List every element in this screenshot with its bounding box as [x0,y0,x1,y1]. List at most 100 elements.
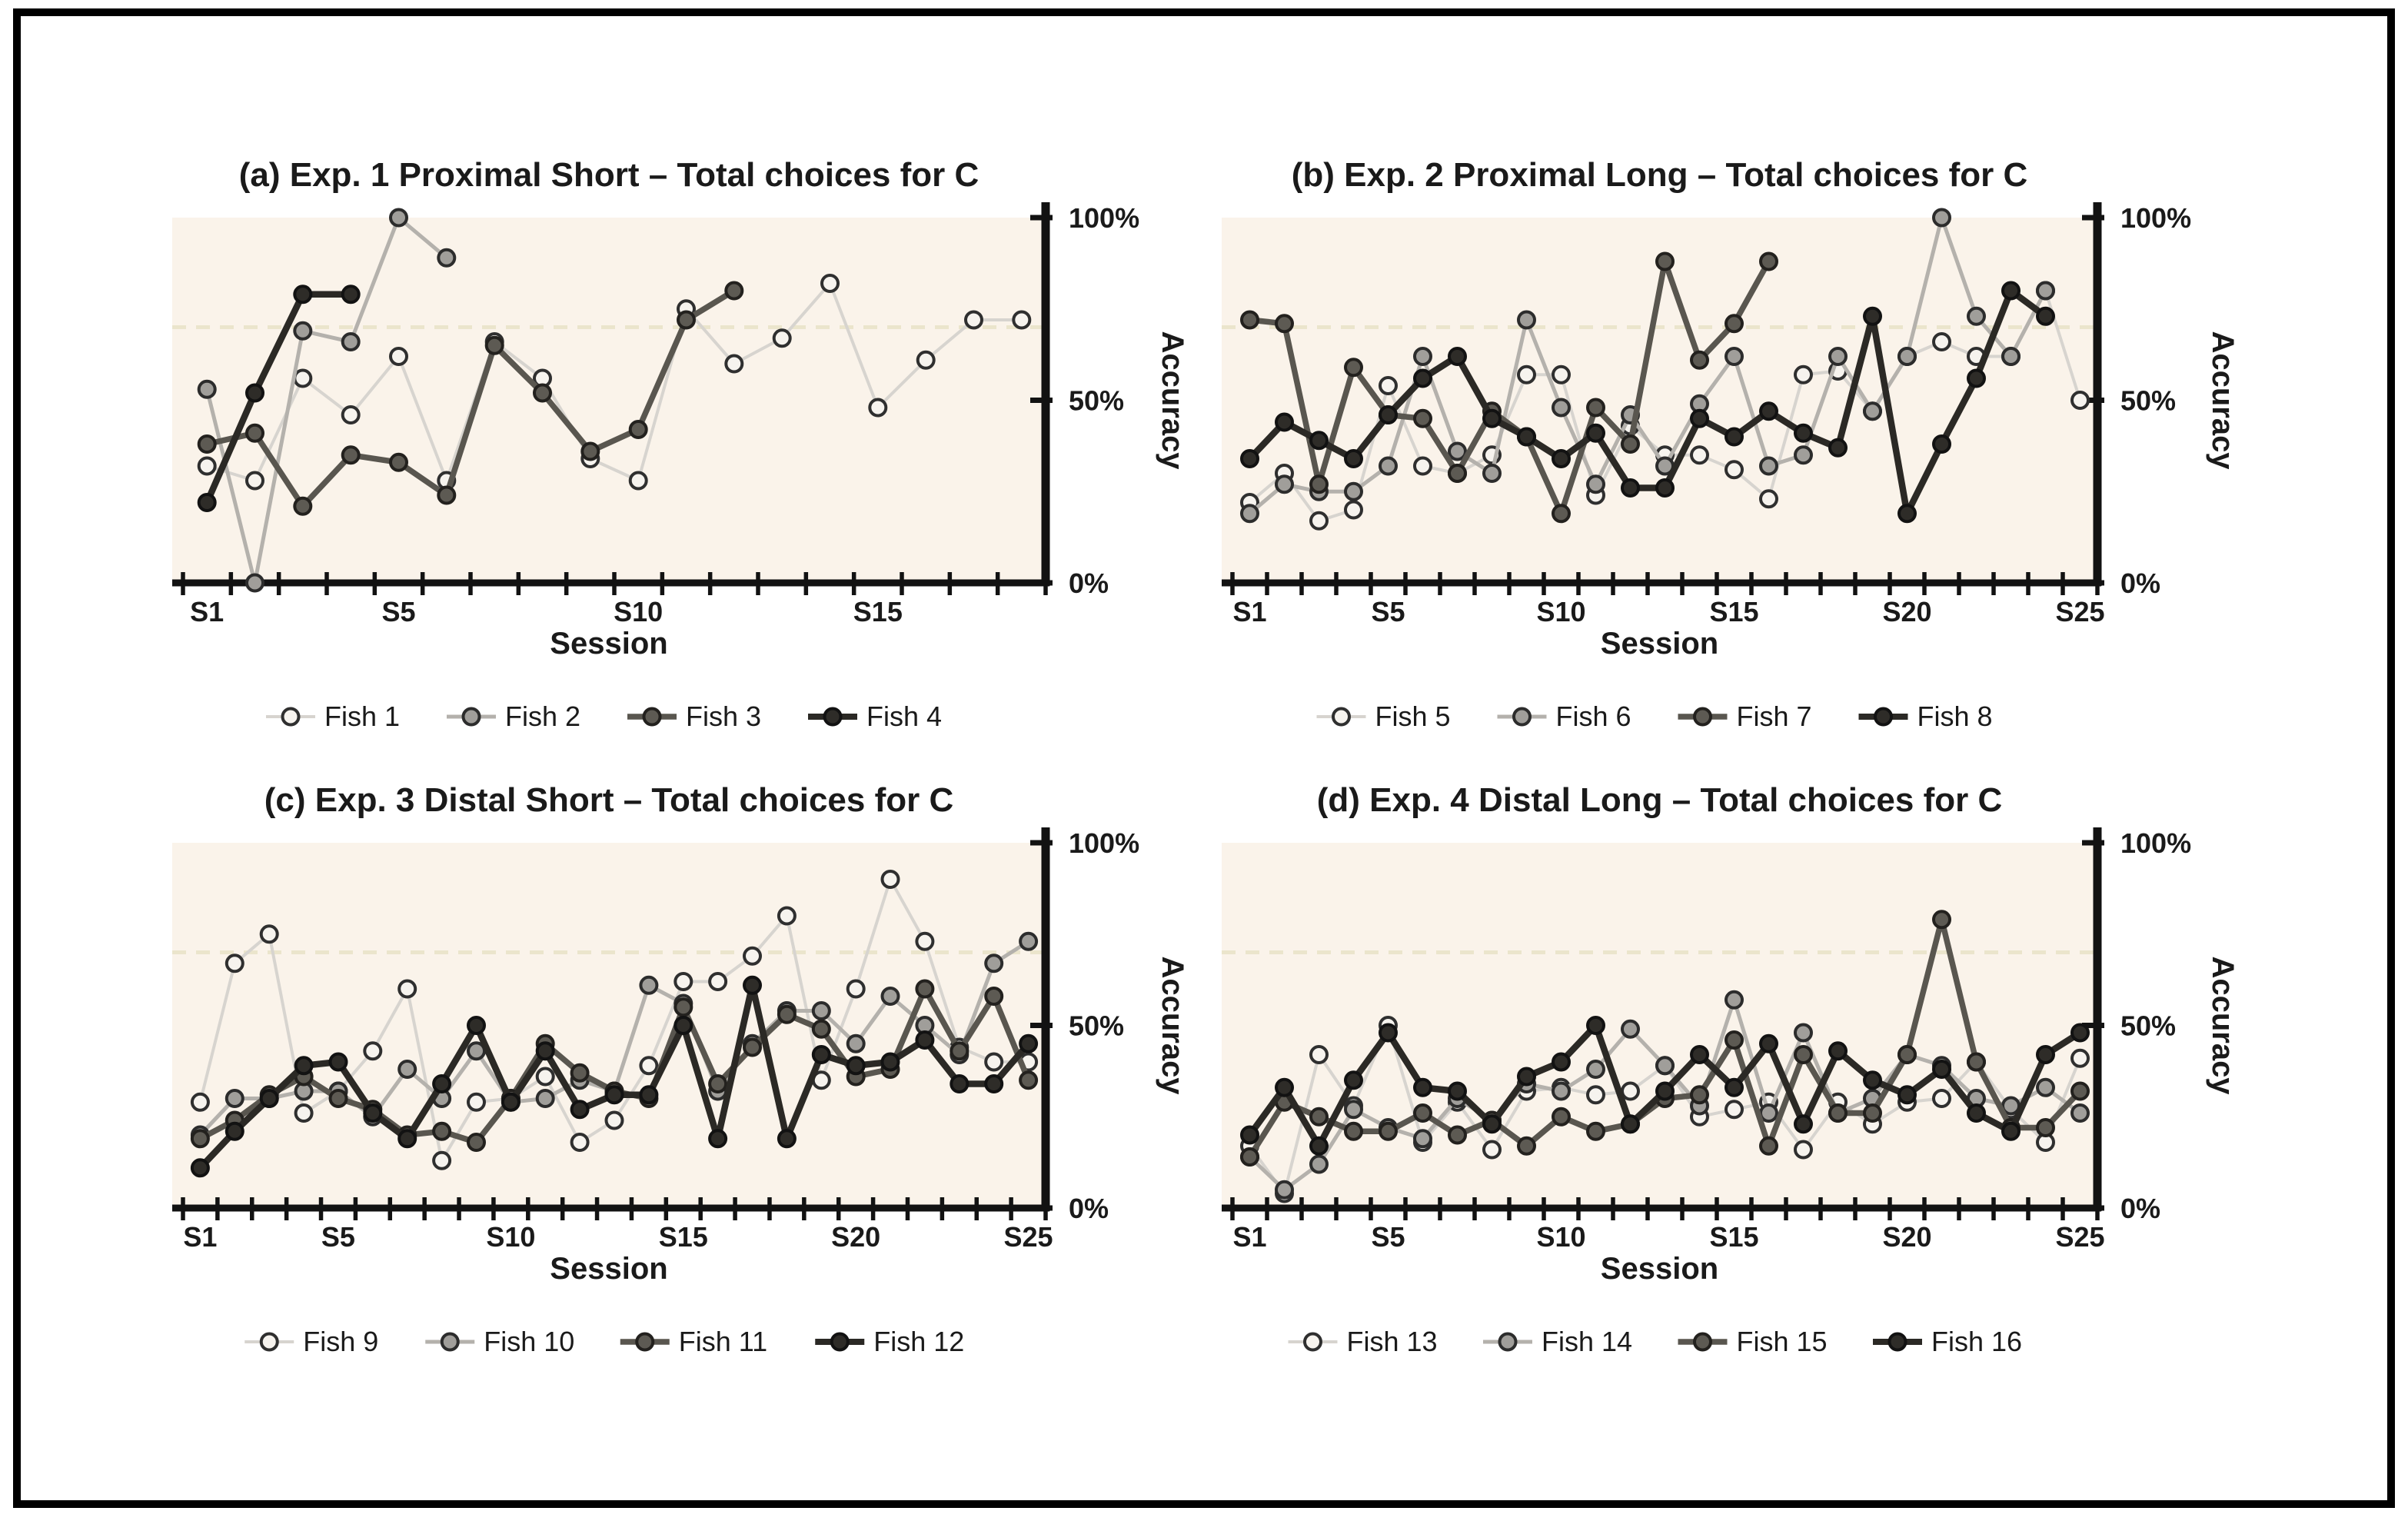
series-fish-2 [197,208,457,593]
data-point-marker [1897,1045,1917,1064]
data-point-marker [674,972,693,991]
legend-item: Fish 15 [1678,1326,1828,1357]
plot-area [1222,843,2097,1208]
data-point-marker [397,979,417,999]
y-tick-label: 50% [1069,1010,1124,1042]
data-point-marker [1552,1107,1571,1127]
data-point-marker [674,1016,693,1035]
data-point-marker [535,1041,555,1061]
data-point-marker [2036,306,2055,326]
data-point-marker [1309,431,1329,451]
data-point-marker [1828,1103,1848,1123]
y-tick-label: 50% [1069,385,1124,417]
data-point-marker [743,946,762,966]
data-point-marker [1552,449,1571,468]
plot-area [172,218,1046,583]
legend-marker-circle [1512,707,1532,727]
legend-label: Fish 11 [679,1326,767,1357]
data-point-marker [880,1052,900,1072]
series-fish-16 [1240,1016,2090,1156]
data-point-marker [294,1056,314,1076]
data-point-marker [293,321,313,341]
x-tick-label: S5 [321,1221,355,1253]
data-point-marker [467,1016,486,1035]
data-point-marker [293,496,313,516]
data-point-marker [1586,474,1605,494]
data-point-marker [1517,1136,1536,1156]
legend: Fish 1 Fish 2 Fish 3 Fish 4 [266,701,942,732]
data-point-marker [724,354,744,374]
data-point-marker [1517,364,1536,384]
x-tick-label: S10 [486,1221,535,1253]
data-point-marker [984,987,1004,1006]
data-point-marker [1828,347,1848,366]
legend-marker-circle [1498,1332,1518,1352]
x-tick-label: S20 [831,1221,880,1253]
legend-label: Fish 4 [866,701,942,732]
legend-marker-circle [461,707,481,727]
legend-label: Fish 7 [1737,701,1812,732]
data-point-marker [225,954,244,974]
data-point-marker [1344,449,1363,468]
data-point-marker [1932,1060,1951,1079]
data-point-marker [677,310,696,330]
legend-label: Fish 5 [1375,701,1451,732]
data-point-marker [1794,445,1813,465]
data-point-marker [1586,1016,1605,1035]
data-point-marker [1897,1085,1917,1105]
data-point-marker [1725,1077,1744,1097]
data-point-marker [225,1121,244,1141]
legend-item: Fish 5 [1316,701,1451,732]
x-tick-label: S1 [1232,1221,1266,1253]
data-point-marker [1552,504,1571,524]
data-point-marker [1967,1103,1986,1123]
series-fish-4 [197,285,361,512]
data-point-marker [1379,1023,1398,1043]
data-point-marker [570,1100,590,1120]
panel-a: (a) Exp. 1 Proximal Short – Total choice… [172,156,1189,732]
data-point-marker [1275,1077,1294,1097]
data-point-marker [1448,1125,1467,1145]
data-point-marker [1448,441,1467,461]
legend-label: Fish 3 [686,701,761,732]
data-point-marker [1448,464,1467,483]
legend-marker-circle [1874,707,1893,727]
data-point-marker [2036,1118,2055,1137]
data-point-marker [915,1030,935,1050]
panel-b: (b) Exp. 2 Proximal Long – Total choices… [1222,156,2240,732]
data-point-marker [1586,1060,1605,1079]
data-point-marker [846,1033,866,1053]
data-point-marker [846,1056,866,1076]
data-point-marker [1863,1103,1882,1123]
legend-marker-circle [1693,707,1712,727]
data-point-marker [1517,1067,1536,1087]
data-point-marker [1309,1136,1329,1156]
figure-border [13,8,2395,1508]
data-point-marker [1897,347,1917,366]
y-axis-title: Accuracy [1156,956,1189,1095]
legend-item: Fish 14 [1483,1326,1632,1357]
data-point-marker [1413,1077,1432,1097]
data-point-marker [628,471,648,491]
legend-item: Fish 7 [1678,701,1812,732]
x-axis-title: Session [1601,627,1718,661]
data-point-marker [1019,931,1039,951]
data-point-marker [1794,1023,1813,1043]
data-point-marker [1655,1056,1675,1076]
panel-title: (d) Exp. 4 Distal Long – Total choices f… [1317,781,2003,819]
data-point-marker [397,1129,417,1149]
data-point-marker [1240,504,1259,524]
y-tick-label: 100% [1069,202,1139,234]
data-point-marker [341,332,361,351]
x-tick-label: S5 [1371,596,1405,627]
data-point-marker [1759,1103,1778,1123]
x-tick-label: S15 [853,596,903,627]
data-point-marker [2070,391,2090,410]
data-point-marker [328,1052,348,1072]
data-point-marker [1690,350,1709,370]
data-point-marker [1240,310,1259,330]
data-point-marker [1932,208,1951,228]
data-point-marker [820,274,840,293]
x-axis-title: Session [1601,1252,1718,1286]
data-point-marker [708,1074,728,1093]
